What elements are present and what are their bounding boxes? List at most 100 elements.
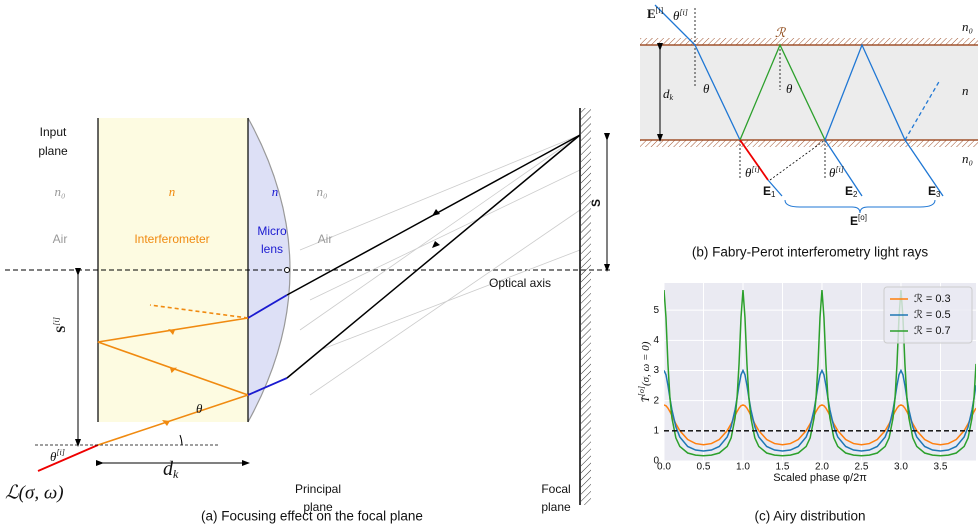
label: Input bbox=[40, 125, 67, 139]
legend-label: ℛ = 0.3 bbox=[914, 293, 951, 305]
label: lens bbox=[261, 242, 283, 256]
legend-box bbox=[883, 286, 973, 344]
x-tick-label: 0.0 bbox=[657, 462, 671, 473]
focused-ray bbox=[286, 134, 581, 379]
label: Micro bbox=[257, 224, 287, 238]
caption: (c) Airy distribution bbox=[754, 509, 865, 524]
label: θ[i] bbox=[745, 165, 760, 180]
label: Interferometer bbox=[134, 232, 209, 246]
label-sup: [i] bbox=[52, 317, 61, 325]
label-base: S bbox=[53, 326, 68, 333]
label: n bbox=[272, 184, 279, 199]
label-sub: 2 bbox=[853, 190, 858, 199]
label: θ bbox=[786, 81, 793, 96]
angle-arc bbox=[179, 434, 183, 446]
x-tick-label: 3.0 bbox=[894, 462, 908, 473]
ray bbox=[739, 43, 826, 141]
caption: (b) Fabry-Perot interferometry light ray… bbox=[692, 245, 929, 260]
label: θ[i] bbox=[829, 165, 844, 180]
label: θ bbox=[196, 401, 203, 416]
label: n₀ bbox=[54, 184, 65, 199]
label: n₀ bbox=[962, 19, 973, 34]
label-sup: [i] bbox=[751, 165, 759, 174]
label: n₀ bbox=[316, 184, 327, 199]
label-base: E bbox=[850, 214, 858, 228]
mirror-hatch bbox=[581, 108, 591, 505]
label-sup: [i] bbox=[835, 165, 843, 174]
x-axis-label: Scaled phase φ/2π bbox=[773, 472, 867, 484]
label-base: θ bbox=[673, 8, 680, 23]
label: E[o] bbox=[850, 213, 867, 228]
label: E[i] bbox=[647, 6, 664, 21]
panel-a: Input plane n₀ n n n₀ Air Interferometer… bbox=[5, 108, 612, 524]
caption: (a) Focusing effect on the focal plane bbox=[201, 509, 423, 524]
brace bbox=[784, 199, 936, 214]
x-tick-label: 3.5 bbox=[934, 462, 948, 473]
ray bbox=[904, 79, 941, 141]
label-sub: k bbox=[173, 467, 179, 481]
panel-c: T̄[o](σ, ω = 0) Scaled phase φ/2π (c) Ai… bbox=[637, 283, 976, 524]
series-line bbox=[664, 289, 976, 457]
y-axis-label-base: T̄ bbox=[640, 395, 652, 402]
legend-label: ℛ = 0.7 bbox=[914, 325, 951, 337]
label: E1 bbox=[763, 184, 776, 199]
label: dk bbox=[163, 458, 179, 481]
label-sup: [o] bbox=[858, 213, 867, 222]
label-sup: [i] bbox=[679, 8, 687, 17]
label: n bbox=[962, 83, 969, 98]
label: θ[i] bbox=[673, 8, 688, 23]
label: S bbox=[589, 199, 603, 207]
y-tick-label: 3 bbox=[653, 365, 659, 376]
ray-arrow bbox=[432, 241, 440, 248]
label-sub: k bbox=[670, 93, 674, 102]
label: ℒ(σ, ω) bbox=[5, 482, 64, 503]
label-sub: 1 bbox=[771, 190, 776, 199]
panel-b: E[i] θ[i] ℛ n₀ n n₀ dk θ θ θ[i] θ[i] E1 … bbox=[640, 4, 978, 260]
label-base: θ bbox=[50, 449, 57, 464]
y-axis-label-rest: (σ, ω = 0) bbox=[640, 341, 652, 386]
principal-point bbox=[284, 267, 290, 273]
label-base: E bbox=[647, 6, 656, 21]
ray-arrows bbox=[162, 329, 178, 426]
label: S[i] bbox=[52, 317, 68, 333]
label-base: θ bbox=[829, 165, 836, 180]
incident-ray bbox=[37, 444, 99, 472]
label-sup: [i] bbox=[56, 448, 64, 457]
label: Principal bbox=[295, 482, 341, 496]
ray-arrow bbox=[432, 209, 440, 216]
y-tick-label: 0 bbox=[653, 456, 659, 467]
ray bbox=[824, 43, 906, 141]
x-tick-label: 1.0 bbox=[736, 462, 750, 473]
ray bbox=[767, 179, 783, 197]
label: Optical axis bbox=[489, 276, 551, 290]
ray bbox=[654, 4, 741, 141]
label-base: E bbox=[763, 184, 771, 198]
label: θ[i] bbox=[50, 448, 65, 464]
label-base: E bbox=[928, 184, 936, 198]
y-axis-label-sup: [o] bbox=[637, 386, 646, 396]
label: Air bbox=[53, 232, 68, 246]
y-axis-label: T̄[o](σ, ω = 0) bbox=[637, 341, 652, 402]
label-base: d bbox=[163, 458, 174, 480]
label: plane bbox=[38, 144, 68, 158]
label: plane bbox=[541, 500, 571, 514]
slab bbox=[640, 45, 978, 140]
x-tick-label: 1.5 bbox=[776, 462, 790, 473]
ray bbox=[904, 139, 944, 197]
y-tick-label: 5 bbox=[653, 305, 659, 316]
faint-rays bbox=[299, 134, 581, 396]
label: E3 bbox=[928, 184, 941, 199]
label-base: θ bbox=[745, 165, 752, 180]
x-tick-label: 2.5 bbox=[855, 462, 869, 473]
normals bbox=[694, 8, 826, 181]
lens-ray bbox=[247, 294, 288, 319]
x-tick-label: 2.0 bbox=[815, 462, 829, 473]
ray bbox=[824, 139, 863, 197]
series-line bbox=[664, 368, 976, 452]
label: θ bbox=[703, 81, 710, 96]
label: ℛ bbox=[775, 25, 787, 40]
interface-hatch bbox=[640, 140, 978, 147]
label-sub: 3 bbox=[936, 190, 941, 199]
label: E2 bbox=[845, 184, 858, 199]
